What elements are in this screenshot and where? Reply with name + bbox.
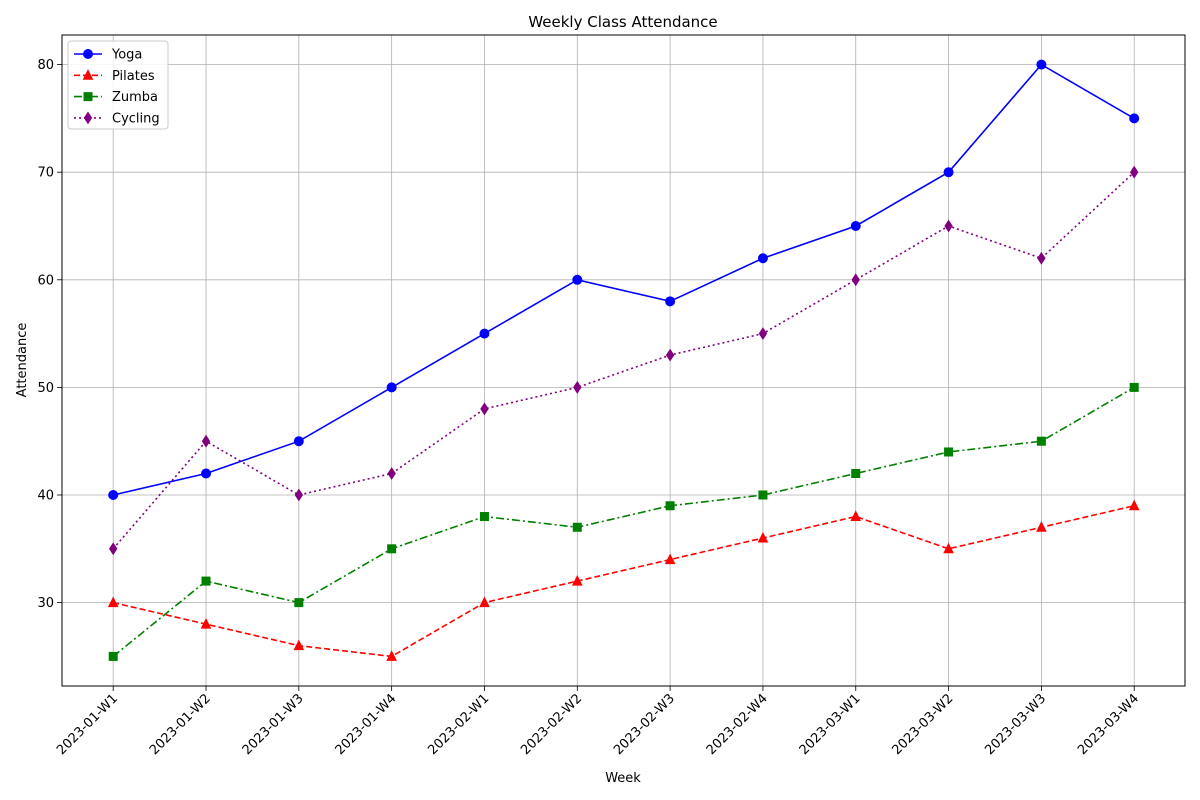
legend-item-cycling: Cycling xyxy=(74,111,160,126)
y-axis-label: Attendance xyxy=(15,323,30,398)
data-point-zumba xyxy=(665,501,675,511)
legend-label-zumba: Zumba xyxy=(112,90,158,105)
series-line-zumba xyxy=(112,386,1135,658)
y-tick-label: 80 xyxy=(37,58,54,73)
data-point-cycling xyxy=(758,327,768,341)
data-point-yoga xyxy=(665,296,676,307)
data-point-yoga xyxy=(1036,59,1047,70)
data-point-yoga xyxy=(293,436,304,447)
data-point-pilates xyxy=(850,510,862,522)
legend-label-cycling: Cycling xyxy=(112,111,160,126)
series-zumba xyxy=(108,382,1139,661)
data-point-yoga xyxy=(757,253,768,264)
legend-item-yoga: Yoga xyxy=(74,48,142,63)
data-point-yoga xyxy=(572,274,583,285)
legend-label-yoga: Yoga xyxy=(111,48,142,63)
series-pilates xyxy=(107,499,1140,661)
data-point-zumba xyxy=(851,468,861,478)
legend-marker-pilates xyxy=(82,69,94,80)
data-point-pilates xyxy=(293,639,305,651)
data-point-cycling xyxy=(387,467,396,480)
data-point-cycling xyxy=(201,434,211,448)
data-point-cycling xyxy=(944,219,953,233)
data-point-yoga xyxy=(108,490,119,501)
data-point-zumba xyxy=(108,651,118,661)
data-point-cycling xyxy=(480,402,489,416)
data-point-zumba xyxy=(1129,382,1139,392)
data-point-cycling xyxy=(109,542,118,556)
data-point-zumba xyxy=(944,447,954,457)
data-point-cycling xyxy=(851,273,860,287)
legend: Yoga Pilates Zumba Cycling xyxy=(67,40,169,130)
data-point-pilates xyxy=(943,542,954,554)
data-point-zumba xyxy=(294,598,304,608)
y-tick-label: 60 xyxy=(37,273,54,288)
data-point-pilates xyxy=(107,596,119,608)
data-point-yoga xyxy=(201,468,212,479)
data-point-zumba xyxy=(387,544,397,554)
data-point-yoga xyxy=(1129,113,1140,124)
data-point-pilates xyxy=(1128,499,1140,511)
x-axis-label: Week xyxy=(605,771,641,786)
series-cycling xyxy=(109,165,1139,556)
y-tick-label: 40 xyxy=(37,489,54,504)
data-point-cycling xyxy=(294,488,304,502)
data-point-zumba xyxy=(1036,436,1046,446)
legend-marker-cycling xyxy=(83,111,93,125)
legend-label-pilates: Pilates xyxy=(112,69,155,84)
chart-title: Weekly Class Attendance xyxy=(528,13,717,31)
data-point-zumba xyxy=(201,576,211,586)
data-point-zumba xyxy=(758,490,768,500)
series-line-cycling xyxy=(112,171,1135,550)
data-point-yoga xyxy=(850,220,861,231)
legend-item-zumba: Zumba xyxy=(74,90,158,105)
data-point-cycling xyxy=(573,380,582,394)
data-point-pilates xyxy=(200,618,212,629)
plot-frame xyxy=(61,34,1186,687)
data-point-pilates xyxy=(386,650,397,661)
y-axis-ticks: 30 40 50 60 70 80 xyxy=(37,58,62,611)
grid-lines xyxy=(62,35,1185,686)
legend-marker-yoga xyxy=(83,49,93,59)
y-tick-label: 30 xyxy=(37,596,54,611)
legend-item-pilates: Pilates xyxy=(74,69,155,84)
data-point-pilates xyxy=(479,596,490,608)
data-point-zumba xyxy=(479,512,489,522)
y-tick-label: 70 xyxy=(37,166,54,181)
data-point-pilates xyxy=(1036,521,1047,532)
data-point-pilates xyxy=(664,553,676,565)
series-line-pilates xyxy=(113,504,1135,658)
series-layer xyxy=(107,59,1140,661)
data-point-cycling xyxy=(665,348,675,362)
data-point-yoga xyxy=(479,328,490,339)
series-yoga xyxy=(108,59,1140,501)
data-point-yoga xyxy=(943,167,954,178)
data-point-cycling xyxy=(1130,165,1139,179)
legend-box xyxy=(67,40,169,130)
data-point-cycling xyxy=(1037,251,1046,265)
legend-marker-zumba xyxy=(83,92,93,102)
y-tick-label: 50 xyxy=(37,381,54,396)
data-point-pilates xyxy=(757,531,769,543)
series-line-yoga xyxy=(113,63,1135,496)
data-point-zumba xyxy=(572,522,582,532)
data-point-yoga xyxy=(386,382,397,393)
data-point-pilates xyxy=(571,574,583,586)
